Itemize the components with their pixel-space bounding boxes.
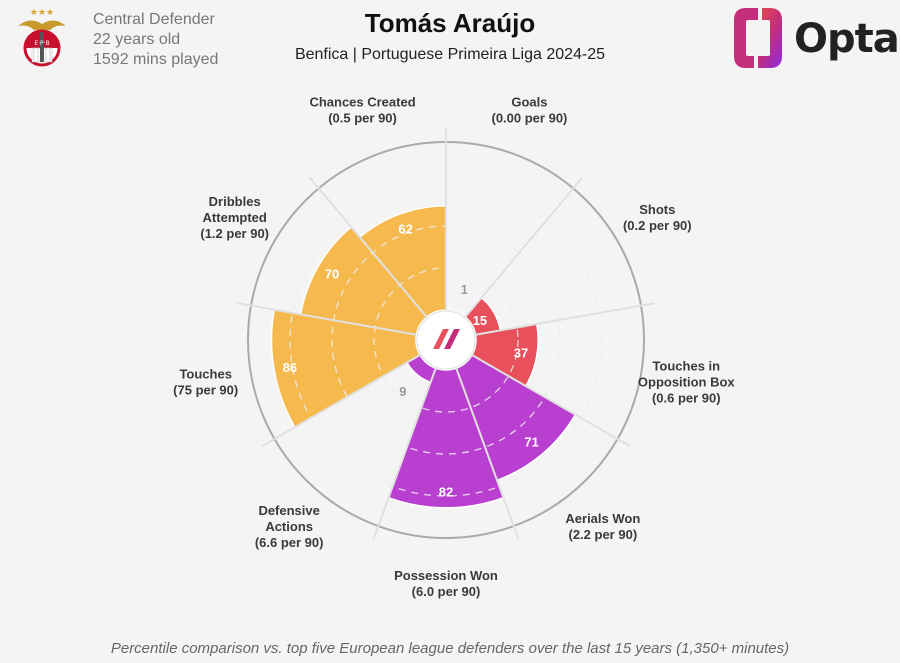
value-label: 9 — [399, 384, 406, 399]
category-name: Aerials Won — [565, 511, 640, 526]
radar-spoke — [455, 367, 520, 540]
category-name: Actions — [265, 519, 313, 534]
category-label: Shots (0.2 per 90) — [623, 202, 692, 233]
opta-logo: Opta — [728, 6, 900, 70]
category-detail: (0.6 per 90) — [652, 390, 721, 405]
player-minutes: 1592 mins played — [93, 51, 219, 68]
category-label: Aerials Won (2.2 per 90) — [565, 511, 640, 542]
benfica-crest-icon: ★★★ E·P·B — [18, 8, 66, 67]
bar-touches — [270, 308, 422, 429]
value-label: 37 — [514, 346, 528, 361]
category-name: Defensive — [258, 503, 319, 518]
category-name: Opposition Box — [638, 374, 736, 389]
category-label: Defensive Actions (6.6 per 90) — [255, 503, 324, 550]
value-label: 1 — [461, 282, 468, 297]
footnote: Percentile comparison vs. top five Europ… — [110, 640, 790, 657]
radar-spoke — [308, 176, 428, 318]
category-name: Shots — [639, 202, 675, 217]
value-label: 62 — [398, 221, 412, 236]
player-meta: Central Defender 22 years old 1592 mins … — [93, 10, 218, 70]
bar-possession-won — [387, 367, 505, 509]
category-name: Possession Won — [394, 568, 498, 583]
value-label: 82 — [439, 484, 453, 499]
radar-spoke — [471, 354, 631, 447]
category-label: Chances Created (0.5 per 90) — [309, 95, 415, 126]
category-detail: (75 per 90) — [173, 382, 238, 397]
category-detail: (2.2 per 90) — [569, 527, 638, 542]
category-name: Dribbles — [209, 194, 261, 209]
category-label: Possession Won (6.0 per 90) — [394, 568, 498, 599]
value-label: 15 — [473, 313, 487, 328]
category-name: Chances Created — [309, 95, 415, 110]
radar-spoke — [475, 302, 655, 336]
category-label: Touches in Opposition Box (0.6 per 90) — [638, 358, 736, 405]
value-label: 70 — [325, 267, 339, 282]
radar-spoke — [372, 367, 437, 540]
bar-dribbles-attempted — [299, 225, 428, 336]
radar-spoke — [237, 302, 417, 336]
category-label: Touches (75 per 90) — [173, 366, 238, 397]
svg-text:★★★: ★★★ — [30, 8, 54, 18]
player-position: Central Defender — [93, 11, 215, 28]
value-label: 71 — [524, 435, 538, 450]
value-label: 86 — [283, 360, 297, 375]
chart-subtitle: Benfica | Portuguese Primeira Liga 2024-… — [294, 46, 606, 63]
category-detail: (0.5 per 90) — [328, 111, 397, 126]
category-name: Goals — [511, 95, 547, 110]
opta-logo-icon — [734, 8, 782, 68]
category-detail: (0.2 per 90) — [623, 218, 692, 233]
bar-chances-created — [358, 205, 447, 319]
category-name: Touches — [179, 366, 232, 381]
chart-title: Tomás Araújo — [364, 8, 536, 38]
opta-mark-stroke-left — [433, 329, 449, 349]
radar-spoke — [261, 354, 421, 447]
category-detail: (0.00 per 90) — [492, 111, 568, 126]
player-age: 22 years old — [93, 31, 181, 48]
radar-spoke — [464, 176, 584, 318]
opta-mark-stroke-right — [444, 329, 460, 349]
radar-centre — [416, 310, 476, 370]
category-detail: (6.0 per 90) — [412, 584, 481, 599]
category-detail: (1.2 per 90) — [200, 226, 269, 241]
opta-wordmark: Opta — [794, 16, 900, 62]
category-name: Attempted — [203, 210, 267, 225]
category-detail: (6.6 per 90) — [255, 535, 324, 550]
category-label: Dribbles Attempted (1.2 per 90) — [200, 194, 269, 241]
category-label: Goals (0.00 per 90) — [492, 95, 568, 126]
svg-text:E·P·B: E·P·B — [34, 40, 49, 47]
category-name: Touches in — [652, 358, 720, 373]
opta-mark-icon — [433, 329, 460, 349]
